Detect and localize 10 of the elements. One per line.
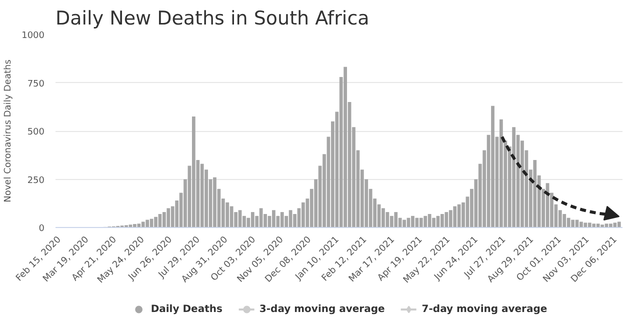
legend-label: 3-day moving average xyxy=(259,304,385,314)
y-tick-label: 250 xyxy=(27,176,45,186)
y-tick-label: 1000 xyxy=(22,31,45,41)
y-tick-label: 750 xyxy=(27,79,45,90)
chart-title: Daily New Deaths in South Africa xyxy=(56,8,370,30)
y-axis-title: Novel Coronavirus Daily Deaths xyxy=(4,59,14,202)
legend-label: 7-day moving average xyxy=(422,304,548,314)
y-tick-label: 500 xyxy=(27,128,45,138)
legend-label: Daily Deaths xyxy=(150,304,222,314)
y-tick-label: 0 xyxy=(38,224,45,234)
